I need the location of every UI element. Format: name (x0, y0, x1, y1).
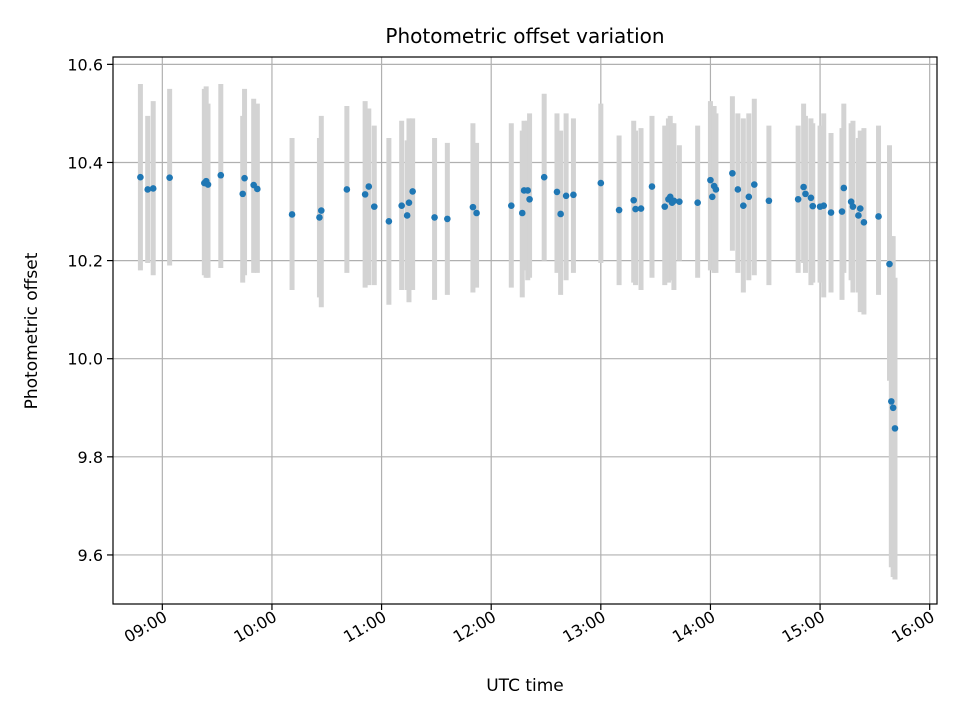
data-point (889, 404, 897, 412)
y-tick-label: 10.2 (67, 252, 103, 271)
data-point (838, 208, 846, 215)
y-axis: 9.6 9.8 10.0 10.2 10.4 10.6 (67, 55, 113, 565)
data-point (570, 191, 577, 199)
data-point (217, 171, 225, 179)
data-point (597, 179, 605, 187)
data-point (370, 203, 378, 210)
data-point (648, 183, 656, 190)
data-point (137, 173, 144, 181)
data-point (891, 425, 899, 432)
grid (113, 57, 937, 604)
y-tick-label: 9.8 (78, 448, 103, 467)
data-point (361, 191, 369, 198)
data-point (670, 197, 678, 205)
data-point (317, 207, 325, 214)
data-point (409, 188, 416, 195)
y-tick-label: 9.6 (78, 546, 103, 565)
data-point (239, 190, 247, 198)
data-point (794, 195, 802, 203)
data-point (888, 398, 895, 405)
data-point (316, 214, 323, 221)
data-point (507, 202, 515, 209)
data-point (149, 185, 157, 192)
data-point (288, 211, 296, 218)
y-axis-title: Photometric offset (22, 252, 42, 409)
data-point (398, 202, 405, 209)
data-point (694, 199, 701, 207)
data-point (431, 214, 438, 221)
data-point (166, 174, 173, 181)
data-point (630, 196, 638, 204)
data-point (385, 218, 393, 225)
data-point (860, 219, 868, 226)
data-point (856, 205, 864, 212)
data-point (708, 193, 716, 201)
data-point (144, 186, 152, 193)
plot-frame (112, 56, 938, 605)
data-point (405, 199, 413, 207)
data-point (469, 203, 477, 211)
data-point (343, 186, 351, 193)
chart-title: Photometric offset variation (385, 24, 664, 48)
y-tick-label: 10.6 (67, 55, 103, 74)
data-point (729, 169, 736, 177)
y-tick-label: 10.0 (67, 350, 103, 369)
data-point (807, 194, 815, 202)
data-point (632, 205, 639, 213)
data-point (849, 203, 857, 210)
data-point (676, 198, 683, 206)
data-point (444, 215, 451, 223)
data-point (886, 260, 893, 268)
y-tick-label: 10.4 (67, 153, 103, 172)
data-point (661, 203, 669, 210)
data-point (540, 173, 548, 181)
data-point (365, 183, 373, 190)
data-point (712, 186, 720, 193)
data-point (241, 174, 248, 182)
data-point (875, 213, 882, 220)
data-point (254, 185, 261, 193)
data-point (734, 186, 742, 193)
data-points (137, 169, 899, 432)
data-point (473, 209, 480, 217)
data-point (820, 202, 828, 209)
data-point (765, 197, 773, 205)
data-point (518, 209, 526, 217)
data-point (637, 205, 645, 212)
data-point (802, 190, 809, 198)
data-point (557, 210, 564, 218)
data-point (809, 202, 817, 210)
data-point (615, 206, 623, 214)
data-point (524, 187, 532, 194)
data-point (745, 193, 753, 201)
x-axis-title: UTC time (486, 676, 564, 696)
data-point (403, 212, 411, 219)
data-point (740, 202, 747, 209)
data-point (840, 184, 848, 192)
data-point (855, 212, 862, 219)
data-point (750, 181, 758, 188)
data-point (204, 181, 212, 188)
data-point (707, 176, 714, 184)
data-point (526, 195, 533, 203)
data-point (553, 188, 561, 196)
data-point (562, 192, 570, 200)
data-point (827, 209, 835, 216)
data-point (800, 183, 807, 191)
